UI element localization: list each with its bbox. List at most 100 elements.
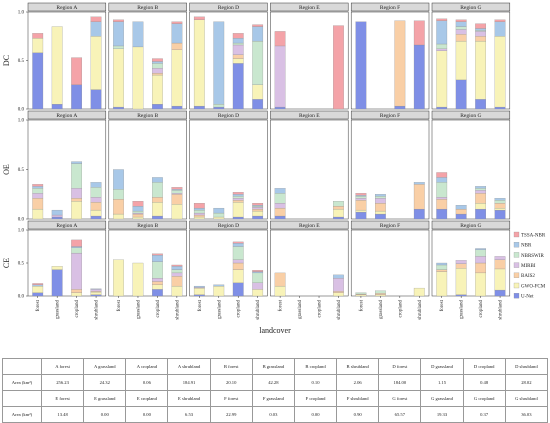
bar-segment <box>494 106 506 110</box>
table-value-cell: 0.10 <box>293 374 338 391</box>
bar-segment <box>475 30 486 32</box>
bar-segment <box>475 248 486 250</box>
bar-segment <box>113 106 124 110</box>
bar-segment <box>274 193 286 204</box>
bar-segment <box>252 208 264 212</box>
bar-segment <box>333 278 344 292</box>
legend-label: MIRBI <box>521 264 536 269</box>
bar-segment <box>252 215 264 220</box>
table-value-cell: 0.00 <box>83 406 127 423</box>
facet-strip-label: Region G <box>460 113 481 119</box>
bar-segment <box>152 104 163 110</box>
bar-segment <box>71 57 82 85</box>
bar-segment <box>90 182 102 188</box>
legend-label: U-Net <box>521 295 534 300</box>
bar-segment <box>232 269 244 283</box>
y-tick-label: 1.0 <box>18 229 25 234</box>
bar-segment <box>171 266 183 270</box>
bar-segment <box>436 208 448 220</box>
bar-segment <box>455 21 467 27</box>
table-header-row: A forest A grassland A cropland A shrubl… <box>2 358 549 375</box>
bar-segment <box>252 205 264 207</box>
bar-segment <box>132 216 144 220</box>
facet-strip <box>270 2 349 12</box>
bar-segment <box>51 214 63 218</box>
bar-segment <box>171 204 183 220</box>
facet-strip <box>270 220 349 230</box>
facet-strip-label: Region E <box>299 223 320 229</box>
bar-segment <box>171 105 183 110</box>
facet-strip-label: Region B <box>137 5 158 11</box>
facet-strip-label: Region D <box>218 5 239 11</box>
table-header-cell: A shrubland <box>167 358 211 375</box>
bar-segment <box>193 16 205 20</box>
legend-swatch <box>513 293 520 299</box>
bar-segment <box>232 262 244 270</box>
bar-segment <box>436 18 448 21</box>
facet-strip-label: Region E <box>299 5 320 11</box>
bar-segment <box>32 198 44 210</box>
bar-segment <box>475 272 486 297</box>
bar-segment <box>475 36 486 42</box>
table-header-cell: E shrubland <box>167 390 211 407</box>
facet-strip <box>189 220 268 230</box>
bar-segment <box>152 68 163 74</box>
bar-segment <box>436 106 448 110</box>
table-header-cell: F shrubland <box>336 390 380 407</box>
table-header-cell: G shrubland <box>504 390 549 407</box>
bar-segment <box>355 198 367 201</box>
bar-segment <box>475 262 486 274</box>
faceted-stacked-bar-chart: DC 0.0 0.5 1.0 Region A Region B Region D Regio… <box>2 2 546 335</box>
bar-segment <box>90 209 102 217</box>
legend-swatch <box>513 231 520 238</box>
bar-segment <box>455 34 467 42</box>
bar-segment <box>252 206 264 208</box>
legend-label: TSSA-NBR <box>521 233 546 238</box>
table-header-cell: A cropland <box>125 358 169 375</box>
bar-segment <box>333 274 344 279</box>
y-tick-label: 1.0 <box>18 11 25 16</box>
bar-segment <box>171 187 183 190</box>
bar-segment <box>494 256 506 260</box>
facet-strip-label: Region F <box>380 223 400 229</box>
bar-segment <box>171 190 183 194</box>
bar-segment <box>90 89 102 110</box>
bar-segment <box>436 172 448 178</box>
bar-segment <box>71 188 82 199</box>
table-value-cell: 65.57 <box>378 406 422 423</box>
bar-segment <box>252 99 264 110</box>
bar-segment <box>232 259 244 264</box>
x-tick-label: forest <box>36 299 41 311</box>
bar-segment <box>494 207 506 211</box>
table-header-cell: B forest <box>209 358 253 375</box>
bar-segment <box>171 193 183 195</box>
bar-segment <box>32 52 44 110</box>
bar-segment <box>71 246 82 248</box>
bar-segment <box>413 182 425 185</box>
table-value-cell: 0.37 <box>462 406 506 423</box>
x-tick-label: shrubland <box>499 300 504 320</box>
bar-segment <box>71 161 82 164</box>
bar-segment <box>494 289 506 297</box>
table-header-cell: D shrubland <box>504 358 549 375</box>
table-header-cell: B shrubland <box>336 358 380 375</box>
bar-segment <box>475 186 486 189</box>
bar-segment <box>171 276 183 287</box>
bar-segment <box>32 285 44 293</box>
bar-segment <box>71 84 82 110</box>
bar-segment <box>475 40 486 100</box>
y-tick-label: 0.0 <box>18 295 25 300</box>
bar-segment <box>32 283 44 285</box>
bar-segment <box>32 193 44 199</box>
bar-segment <box>51 104 63 110</box>
table-value-cell: 184.00 <box>378 374 422 391</box>
bar-segment <box>413 20 425 46</box>
facet-panel <box>189 119 268 220</box>
bar-segment <box>252 271 264 274</box>
bar-segment <box>152 253 163 256</box>
bar-segment <box>232 33 244 39</box>
legend-swatch <box>513 262 520 268</box>
bar-segment <box>32 292 44 297</box>
table-value-cell: 28.02 <box>504 374 549 391</box>
